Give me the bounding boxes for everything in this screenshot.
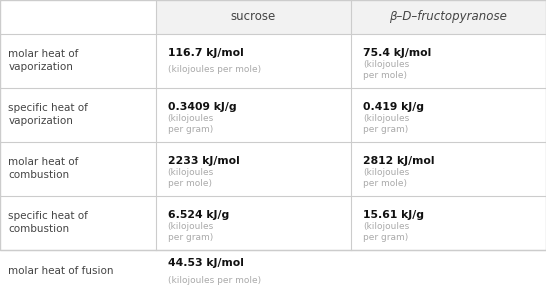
Text: specific heat of
combustion: specific heat of combustion <box>8 211 88 234</box>
Text: 44.53 kJ/mol: 44.53 kJ/mol <box>168 258 244 268</box>
Bar <box>351 0 546 34</box>
Text: 116.7 kJ/mol: 116.7 kJ/mol <box>168 48 244 58</box>
Text: molar heat of
combustion: molar heat of combustion <box>8 157 79 180</box>
Text: specific heat of
vaporization: specific heat of vaporization <box>8 103 88 126</box>
Text: 75.4 kJ/mol: 75.4 kJ/mol <box>363 48 431 58</box>
Bar <box>156 0 351 34</box>
Text: (kilojoules
per mole): (kilojoules per mole) <box>168 168 214 188</box>
Text: molar heat of fusion: molar heat of fusion <box>8 266 114 276</box>
Text: 6.524 kJ/g: 6.524 kJ/g <box>168 210 229 220</box>
Text: 2233 kJ/mol: 2233 kJ/mol <box>168 156 239 166</box>
Text: (kilojoules
per mole): (kilojoules per mole) <box>363 168 409 188</box>
Text: (kilojoules
per mole): (kilojoules per mole) <box>363 60 409 80</box>
Text: (kilojoules
per gram): (kilojoules per gram) <box>363 222 409 242</box>
Text: 0.3409 kJ/g: 0.3409 kJ/g <box>168 102 236 112</box>
Text: sucrose: sucrose <box>230 10 276 23</box>
Bar <box>0 0 546 250</box>
Text: β–D–fructopyranose: β–D–fructopyranose <box>389 10 507 23</box>
Text: (kilojoules
per gram): (kilojoules per gram) <box>168 114 214 134</box>
Text: 15.61 kJ/g: 15.61 kJ/g <box>363 210 424 220</box>
Text: molar heat of
vaporization: molar heat of vaporization <box>8 49 79 72</box>
Text: (kilojoules per mole): (kilojoules per mole) <box>168 65 261 74</box>
Text: 2812 kJ/mol: 2812 kJ/mol <box>363 156 434 166</box>
Text: (kilojoules
per gram): (kilojoules per gram) <box>168 222 214 242</box>
Text: (kilojoules
per gram): (kilojoules per gram) <box>363 114 409 134</box>
Text: (kilojoules per mole): (kilojoules per mole) <box>168 276 261 285</box>
Text: 0.419 kJ/g: 0.419 kJ/g <box>363 102 424 112</box>
